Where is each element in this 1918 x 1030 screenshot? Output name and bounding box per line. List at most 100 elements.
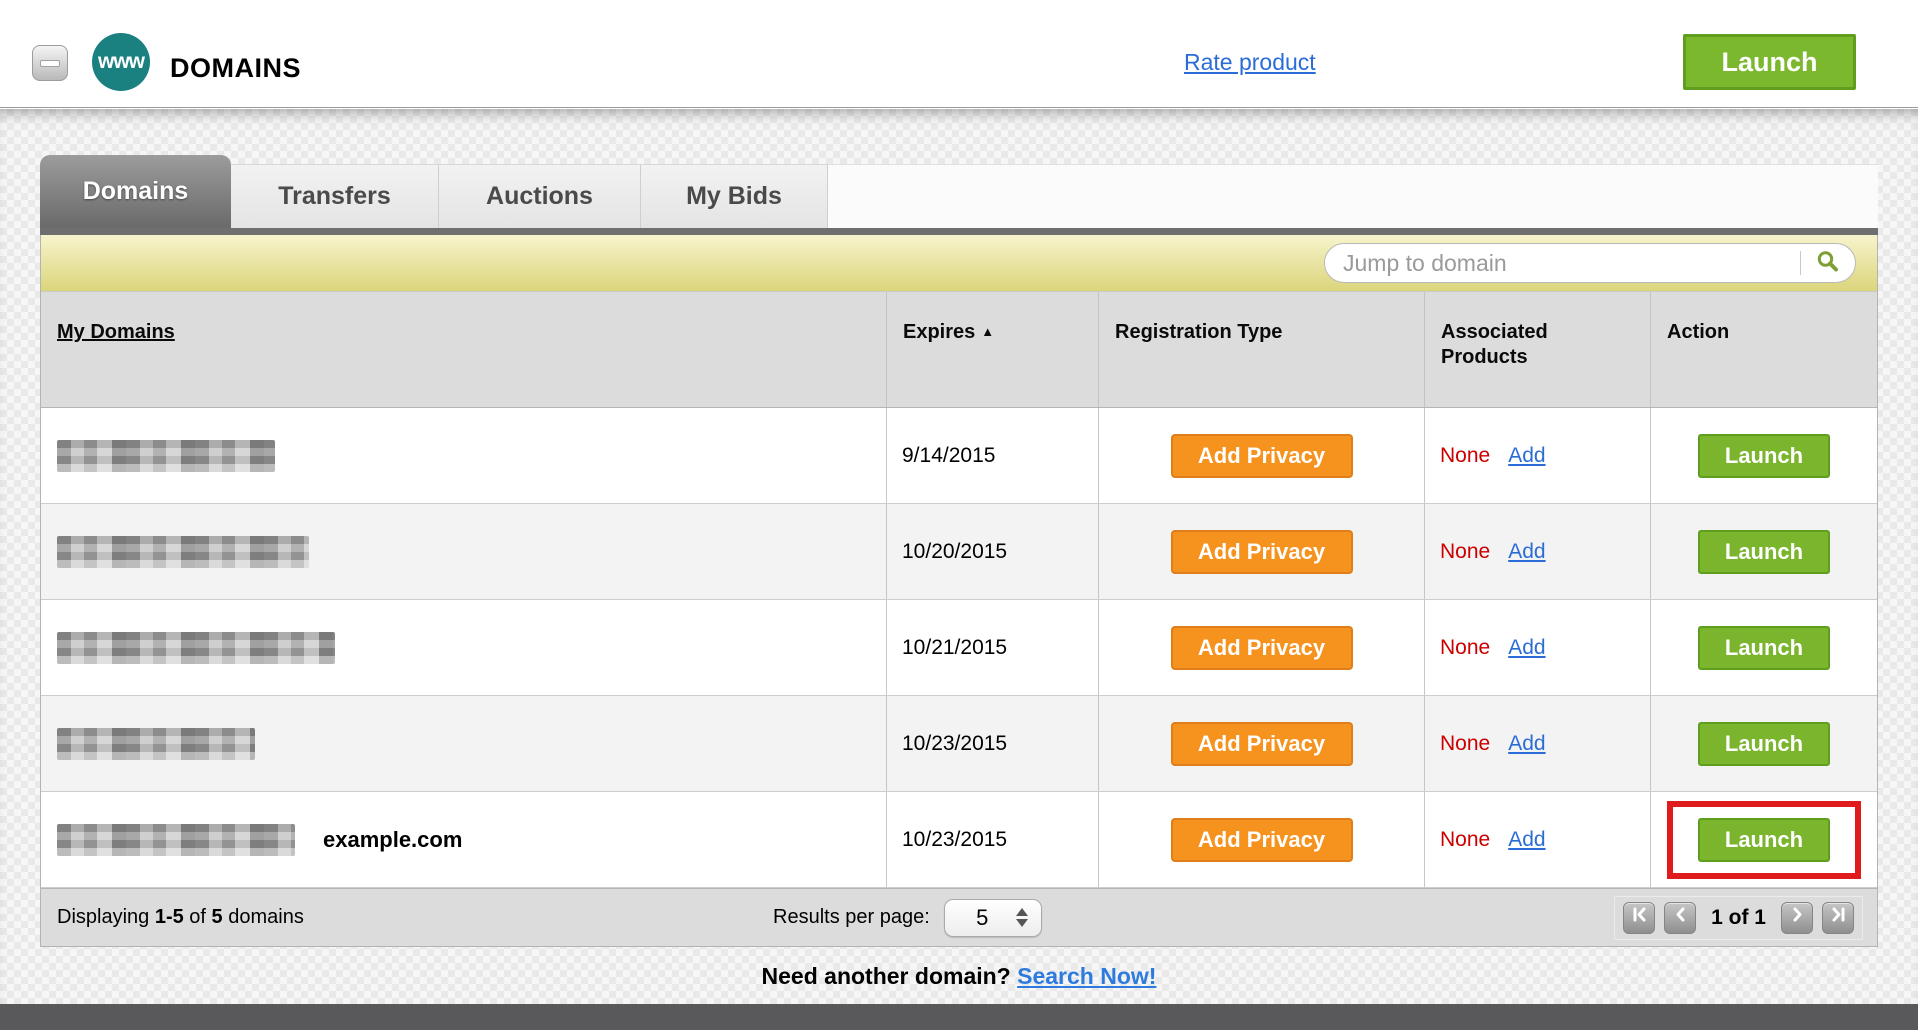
launch-button[interactable]: Launch bbox=[1698, 433, 1830, 478]
redacted-domain-name bbox=[57, 631, 335, 664]
launch-button[interactable]: Launch bbox=[1698, 721, 1830, 766]
search-divider bbox=[1800, 251, 1801, 275]
add-product-link[interactable]: Add bbox=[1508, 827, 1546, 851]
add-privacy-button[interactable]: Add Privacy bbox=[1170, 625, 1353, 670]
expires-cell: 10/20/2015 bbox=[887, 504, 1099, 599]
tab-domains[interactable]: Domains bbox=[40, 155, 231, 228]
table-header-row: My Domains Expires ▲ Registration Type As… bbox=[41, 292, 1877, 408]
page-title: DOMAINS bbox=[170, 53, 301, 83]
add-product-link[interactable]: Add bbox=[1508, 635, 1546, 659]
redacted-domain-name bbox=[57, 727, 255, 760]
domains-logo: www bbox=[92, 33, 150, 91]
table-row: 10/20/2015 Add Privacy None Add Launch bbox=[41, 504, 1877, 600]
page-status: 1 of 1 bbox=[1711, 905, 1766, 929]
add-product-link[interactable]: Add bbox=[1508, 539, 1546, 563]
launch-button[interactable]: Launch bbox=[1698, 529, 1830, 574]
column-header-my-domains[interactable]: My Domains bbox=[41, 292, 887, 407]
domains-panel: Domains Transfers Auctions My Bids bbox=[40, 155, 1878, 947]
tab-underline-bar bbox=[40, 228, 1878, 235]
column-header-action: Action bbox=[1667, 321, 1730, 343]
displaying-status: Displaying 1-5 of 5 domains bbox=[57, 906, 304, 928]
redacted-domain-name bbox=[57, 823, 295, 856]
associated-none-label: None bbox=[1440, 827, 1491, 851]
bottom-dark-bar bbox=[0, 1004, 1918, 1030]
next-page-button[interactable] bbox=[1781, 901, 1813, 934]
first-page-button[interactable] bbox=[1623, 901, 1656, 934]
need-domain-text: Need another domain? bbox=[761, 963, 1011, 989]
search-button[interactable] bbox=[1801, 244, 1855, 282]
results-per-page-label: Results per page: bbox=[773, 906, 930, 928]
associated-products-cell: None Add bbox=[1425, 408, 1651, 503]
results-per-page-select[interactable]: 5 bbox=[943, 898, 1042, 937]
pagination: 1 of 1 bbox=[1614, 895, 1863, 940]
registration-cell: Add Privacy bbox=[1099, 504, 1425, 599]
last-page-button[interactable] bbox=[1822, 901, 1854, 934]
associated-products-cell: None Add bbox=[1425, 792, 1651, 887]
prev-page-button[interactable] bbox=[1664, 901, 1697, 934]
action-cell: Launch bbox=[1651, 600, 1877, 695]
displaying-range: 1-5 bbox=[154, 906, 184, 928]
action-cell: Launch bbox=[1651, 792, 1877, 887]
launch-button-highlighted[interactable]: Launch bbox=[1698, 817, 1830, 862]
action-cell: Launch bbox=[1651, 696, 1877, 791]
associated-products-cell: None Add bbox=[1425, 600, 1651, 695]
associated-none-label: None bbox=[1440, 539, 1491, 563]
sort-ascending-icon: ▲ bbox=[981, 324, 995, 339]
launch-button-header[interactable]: Launch bbox=[1683, 34, 1856, 90]
registration-cell: Add Privacy bbox=[1099, 408, 1425, 503]
action-cell: Launch bbox=[1651, 408, 1877, 503]
expires-cell: 9/14/2015 bbox=[887, 408, 1099, 503]
column-header-registration-type: Registration Type bbox=[1099, 292, 1425, 407]
rate-product-link[interactable]: Rate product bbox=[1184, 49, 1316, 75]
tab-transfers[interactable]: Transfers bbox=[231, 164, 439, 228]
chevron-right-icon bbox=[1789, 906, 1806, 929]
domain-cell: example.com bbox=[41, 792, 887, 887]
associated-products-cell: None Add bbox=[1425, 504, 1651, 599]
domain-cell bbox=[41, 504, 887, 599]
registration-cell: Add Privacy bbox=[1099, 600, 1425, 695]
column-header-associated-products: Associated Products bbox=[1425, 292, 1651, 407]
add-product-link[interactable]: Add bbox=[1508, 731, 1546, 755]
last-page-icon bbox=[1830, 906, 1847, 929]
expires-cell: 10/21/2015 bbox=[887, 600, 1099, 695]
table-footer: Displaying 1-5 of 5 domains Results per … bbox=[41, 888, 1877, 946]
redacted-domain-name bbox=[57, 439, 275, 472]
panel-body: My Domains Expires▲ Registration Type As… bbox=[40, 235, 1878, 947]
expires-cell: 10/23/2015 bbox=[887, 792, 1099, 887]
column-header-expires[interactable]: Expires ▲ bbox=[887, 292, 1099, 407]
add-privacy-button[interactable]: Add Privacy bbox=[1170, 817, 1353, 862]
table-row-example: example.com 10/23/2015 Add Privacy None … bbox=[41, 792, 1877, 888]
search-strip bbox=[41, 235, 1877, 292]
associated-none-label: None bbox=[1440, 443, 1491, 467]
redacted-domain-name bbox=[57, 535, 309, 568]
tab-my-bids[interactable]: My Bids bbox=[641, 164, 828, 228]
add-privacy-button[interactable]: Add Privacy bbox=[1170, 721, 1353, 766]
tab-auctions[interactable]: Auctions bbox=[439, 164, 641, 228]
add-privacy-button[interactable]: Add Privacy bbox=[1170, 433, 1353, 478]
results-per-page-value: 5 bbox=[976, 904, 989, 930]
red-highlight-annotation: Launch bbox=[1667, 800, 1861, 879]
app-header: www DOMAINS Rate product Launch bbox=[0, 0, 1918, 108]
associated-products-cell: None Add bbox=[1425, 696, 1651, 791]
collapse-button[interactable] bbox=[32, 45, 68, 81]
table-row: 10/21/2015 Add Privacy None Add Launch bbox=[41, 600, 1877, 696]
displaying-total: 5 bbox=[211, 906, 223, 928]
minus-icon bbox=[40, 59, 60, 67]
jump-to-domain-box bbox=[1324, 243, 1856, 283]
stepper-icon bbox=[1015, 908, 1028, 927]
launch-button[interactable]: Launch bbox=[1698, 625, 1830, 670]
table-row: 10/23/2015 Add Privacy None Add Launch bbox=[41, 696, 1877, 792]
domain-cell bbox=[41, 696, 887, 791]
domain-cell bbox=[41, 600, 887, 695]
table-row: 9/14/2015 Add Privacy None Add Launch bbox=[41, 408, 1877, 504]
magnifier-icon bbox=[1815, 249, 1841, 278]
jump-to-domain-input[interactable] bbox=[1325, 244, 1800, 282]
add-product-link[interactable]: Add bbox=[1508, 443, 1546, 467]
need-domain-prompt: Need another domain? Search Now! bbox=[0, 963, 1918, 990]
registration-cell: Add Privacy bbox=[1099, 792, 1425, 887]
search-now-link[interactable]: Search Now! bbox=[1017, 963, 1157, 989]
add-privacy-button[interactable]: Add Privacy bbox=[1170, 529, 1353, 574]
tab-bar: Domains Transfers Auctions My Bids bbox=[40, 155, 1878, 228]
domain-name-label: example.com bbox=[323, 826, 463, 852]
first-page-icon bbox=[1631, 906, 1648, 929]
